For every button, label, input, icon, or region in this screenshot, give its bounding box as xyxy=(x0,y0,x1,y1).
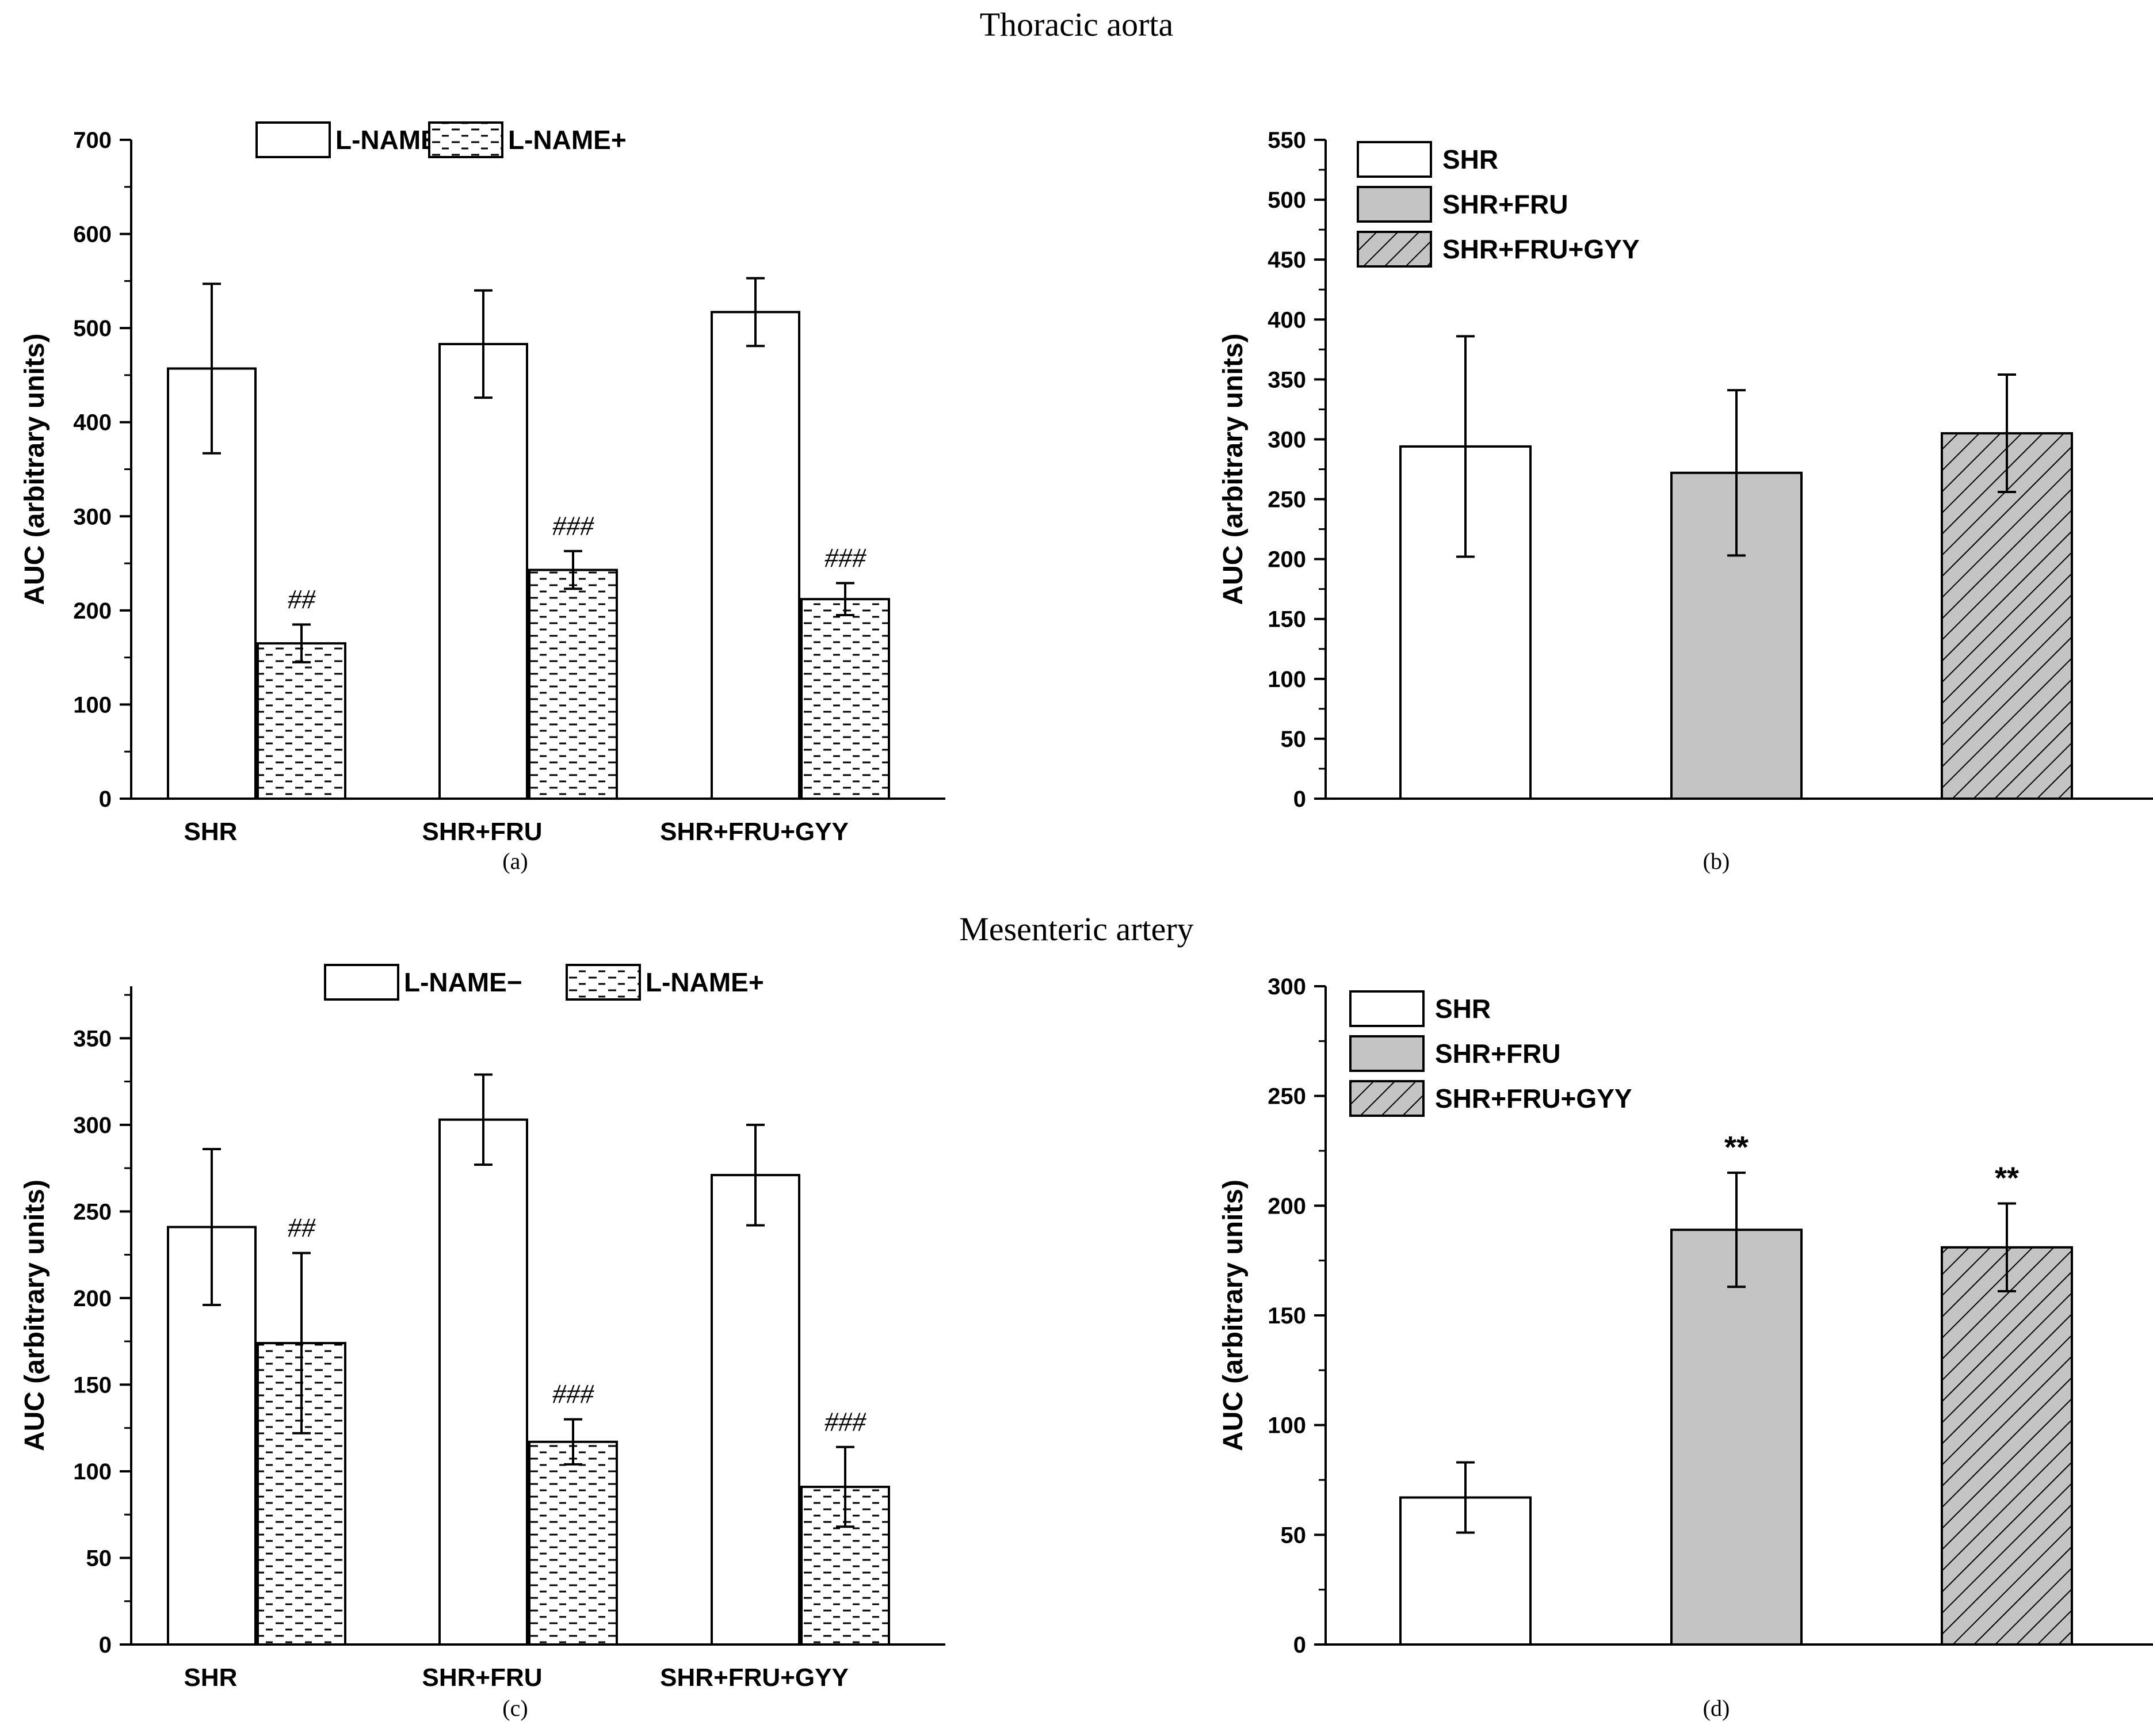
y-tick-label: 150 xyxy=(73,1372,112,1398)
panel-label: (d) xyxy=(1703,1695,1730,1721)
y-tick-label: 50 xyxy=(86,1546,112,1571)
bar xyxy=(1670,1228,1803,1646)
bar-lname-minus xyxy=(711,1174,800,1646)
y-tick-label: 400 xyxy=(73,410,112,436)
chart-panel-c: 0 50 100 150 200 250 300 350 AUC (arbitrary unit… xyxy=(20,964,945,1721)
x-tick-label: SHR+FRU+GYY xyxy=(660,818,849,846)
bar-lname-plus xyxy=(528,569,618,800)
bar-lname-plus xyxy=(257,642,346,800)
y-tick-label: 350 xyxy=(1268,367,1306,392)
y-tick-label: 100 xyxy=(73,1459,112,1485)
significance-label: ** xyxy=(1995,1161,2019,1196)
y-tick-label: 100 xyxy=(1268,1413,1306,1439)
y-tick-label: 200 xyxy=(73,598,112,624)
y-tick-label: 500 xyxy=(73,316,112,341)
y-tick-label: 300 xyxy=(1268,974,1306,999)
legend-swatch xyxy=(255,121,331,158)
y-tick-label: 700 xyxy=(73,128,112,153)
significance-label: ### xyxy=(552,1379,594,1410)
y-tick-label: 550 xyxy=(1268,128,1306,153)
y-axis-label: AUC (arbitrary units) xyxy=(20,1180,50,1451)
legend-label: SHR+FRU+GYY xyxy=(1442,234,1640,264)
legend-swatch xyxy=(1357,231,1432,268)
legend-swatch xyxy=(324,964,399,1001)
significance-label: ## xyxy=(288,584,316,615)
legend-label: SHR+FRU xyxy=(1435,1039,1561,1069)
bar xyxy=(1941,432,2073,800)
panel-label: (b) xyxy=(1703,848,1730,874)
significance-label: ### xyxy=(552,511,594,541)
chart-panel-a: 0 100 200 300 400 500 600 700 AUC (arbitrary uni… xyxy=(20,121,945,874)
x-tick-label: SHR xyxy=(184,818,238,846)
y-tick-label: 0 xyxy=(99,787,112,812)
y-tick-label: 200 xyxy=(1268,547,1306,573)
bar-lname-plus xyxy=(528,1440,618,1646)
legend-swatch xyxy=(566,964,641,1001)
legend-label: L-NAME+ xyxy=(646,967,764,997)
bar-lname-minus xyxy=(438,1118,528,1646)
significance-label: ** xyxy=(1724,1130,1749,1165)
section-title-mesenteric: Mesenteric artery xyxy=(959,910,1193,948)
legend-label: SHR xyxy=(1442,144,1498,174)
y-tick-label: 300 xyxy=(73,1113,112,1138)
legend-label: SHR+FRU+GYY xyxy=(1435,1083,1632,1113)
legend-swatch xyxy=(1357,186,1432,223)
y-tick-label: 50 xyxy=(1281,1523,1307,1548)
y-tick-label: 300 xyxy=(1268,427,1306,452)
legend-label: L-NAME− xyxy=(404,967,522,997)
y-tick-label: 200 xyxy=(1268,1193,1306,1219)
legend-label: L-NAME+ xyxy=(508,125,627,155)
section-title-thoracic: Thoracic aorta xyxy=(980,6,1174,43)
y-tick-label: 250 xyxy=(1268,1084,1306,1109)
x-tick-label: SHR+FRU xyxy=(422,1663,542,1692)
bar-lname-minus xyxy=(438,342,528,800)
y-tick-label: 150 xyxy=(1268,1303,1306,1329)
y-tick-label: 250 xyxy=(1268,487,1306,513)
y-tick-label: 400 xyxy=(1268,307,1306,333)
significance-label: ## xyxy=(288,1213,316,1243)
bar-lname-minus xyxy=(711,311,800,800)
legend-label: SHR+FRU xyxy=(1442,189,1568,219)
chart-panel-b: 0 50 100 150 200 250 300 350 400 450 500 550 AUC (ar… xyxy=(1218,128,2153,874)
legend-swatch xyxy=(428,121,503,158)
y-tick-label: 150 xyxy=(1268,607,1306,632)
y-tick-label: 350 xyxy=(73,1026,112,1051)
y-tick-label: 0 xyxy=(1293,1632,1306,1658)
y-tick-label: 600 xyxy=(73,222,112,247)
y-tick-label: 250 xyxy=(73,1199,112,1224)
legend-swatch xyxy=(1349,1035,1425,1072)
chart-panel-d: 0 50 100 150 200 250 300 AUC (arbitrary units) (… xyxy=(1218,974,2153,1721)
y-tick-label: 500 xyxy=(1268,188,1306,213)
y-tick-label: 100 xyxy=(1268,667,1306,692)
y-tick-label: 300 xyxy=(73,504,112,529)
panel-label: (c) xyxy=(502,1695,528,1721)
y-axis-label: AUC (arbitrary units) xyxy=(1218,1180,1249,1451)
x-tick-label: SHR xyxy=(184,1663,238,1692)
y-tick-label: 100 xyxy=(73,692,112,718)
bar-lname-plus xyxy=(800,598,890,800)
bar xyxy=(1941,1246,2073,1646)
significance-label: ### xyxy=(824,1407,866,1437)
y-tick-label: 0 xyxy=(1293,787,1306,812)
x-tick-label: SHR+FRU+GYY xyxy=(660,1663,849,1692)
significance-label: ### xyxy=(824,543,866,573)
x-tick-label: SHR+FRU xyxy=(422,818,542,846)
y-axis-label: AUC (arbitrary units) xyxy=(1218,333,1249,605)
legend-swatch xyxy=(1349,1080,1425,1117)
y-tick-label: 0 xyxy=(99,1632,112,1658)
legend-swatch xyxy=(1349,990,1425,1027)
y-axis-label: AUC (arbitrary units) xyxy=(20,333,50,605)
y-tick-label: 50 xyxy=(1281,727,1307,752)
legend-swatch xyxy=(1357,141,1432,178)
y-tick-label: 450 xyxy=(1268,247,1306,273)
y-tick-label: 200 xyxy=(73,1286,112,1311)
legend-label: SHR xyxy=(1435,994,1491,1024)
panel-label: (a) xyxy=(502,848,528,874)
